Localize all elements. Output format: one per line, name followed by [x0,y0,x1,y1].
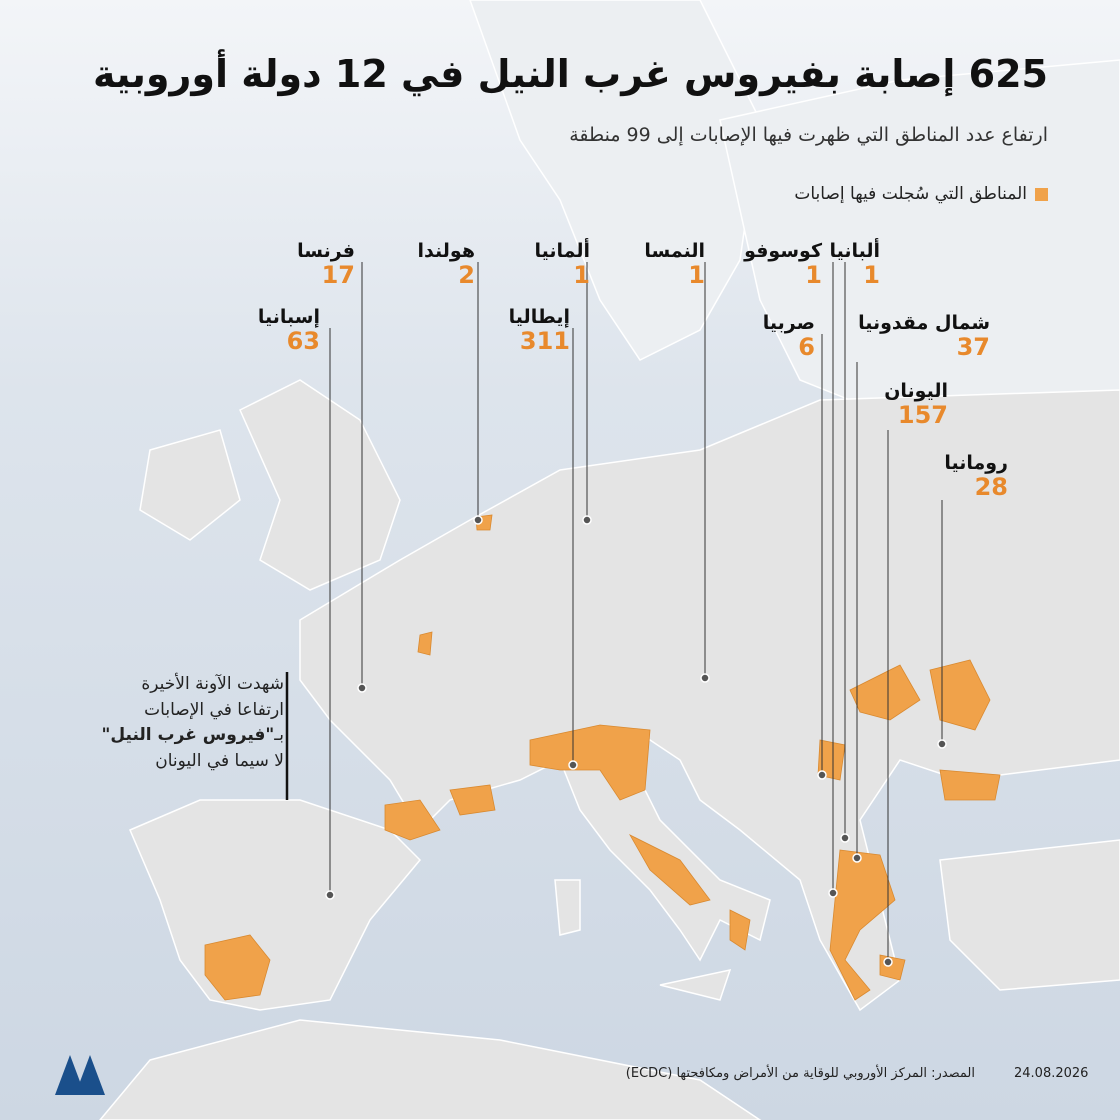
country-count: 157 [897,401,948,429]
leader-dot [568,760,578,770]
country-name: رومانيا [944,452,1008,474]
country-name: ألبانيا [829,240,880,262]
country-count: 63 [286,327,320,355]
country-count: 2 [458,261,475,289]
note-text: ارتفاعا في الإصابات [144,699,284,720]
leader-dot [357,683,367,693]
country-label: صربيا 6 [763,312,815,360]
leader-lines [285,262,947,967]
country-label: فرنسا 17 [297,240,355,288]
country-name: إسبانيا [257,306,320,328]
note-line: بـ"فيروس غرب النيل" [102,723,284,749]
country-count: 17 [321,261,355,289]
leader-dot [473,515,483,525]
country-count: 28 [974,473,1008,501]
country-name: شمال مقدونيا [858,312,990,334]
country-name: إيطاليا [508,306,570,328]
leader-dot [852,853,862,863]
title: 625 إصابة بفيروس غرب النيل في 12 دولة أو… [93,52,1048,96]
leader-dot [582,515,592,525]
country-label: اليونان 157 [884,380,948,428]
country-label: هولندا 2 [418,240,475,288]
note-text: لا سيما في اليونان [155,750,284,771]
country-count: 6 [798,333,815,361]
country-name: النمسا [644,240,705,262]
country-label: إيطاليا 311 [509,306,570,354]
country-count: 1 [863,261,880,289]
country-name: فرنسا [297,240,355,262]
note-line: شهدت الآونة الأخيرة [102,672,284,698]
leader-dot [937,739,947,749]
country-name: ألمانيا [534,240,590,262]
note-text: "فيروس غرب النيل" [101,725,275,745]
leader-dot [325,890,335,900]
country-count: 1 [805,261,822,289]
country-count: 311 [519,327,570,355]
country-count: 1 [573,261,590,289]
country-count: 1 [688,261,705,289]
note: شهدت الآونة الأخيرة ارتفاعا في الإصابات بـ… [102,672,284,774]
leader-dot [883,957,893,967]
country-name: صربيا [762,312,815,334]
country-label: رومانيا 28 [944,452,1008,500]
leader-dot [817,770,827,780]
note-text: شهدت الآونة الأخيرة [141,674,284,694]
note-line: لا سيما في اليونان [102,749,284,775]
legend-swatch [1035,187,1048,201]
legend-label: المناطق التي سُجلت فيها إصابات [794,184,1027,204]
date: 24.08.2026 [1014,1066,1089,1081]
legend: المناطق التي سُجلت فيها إصابات [794,184,1048,204]
country-name: اليونان [884,380,948,402]
land [99,0,1120,1120]
country-name: هولندا [417,240,475,262]
leader-dot [700,673,710,683]
country-name: كوسوفو [744,240,822,262]
country-label: شمال مقدونيا 37 [858,312,990,360]
note-text: بـ [274,725,284,745]
affected-regions [204,514,1001,1001]
source: المصدر: المركز الأوروبي للوقاية من الأمر… [625,1066,975,1081]
country-label: إسبانيا 63 [258,306,320,354]
country-count: 37 [956,333,990,361]
leader-dot [840,833,850,843]
leader-dot [828,888,838,898]
subtitle: ارتفاع عدد المناطق التي ظهرت فيها الإصاب… [569,124,1048,146]
country-label: ألمانيا 1 [534,240,590,288]
logo [55,1055,105,1095]
country-label: النمسا 1 [644,240,705,288]
country-label: كوسوفو 1 [744,240,822,288]
country-label: ألبانيا 1 [829,240,880,288]
note-line: ارتفاعا في الإصابات [102,698,284,724]
